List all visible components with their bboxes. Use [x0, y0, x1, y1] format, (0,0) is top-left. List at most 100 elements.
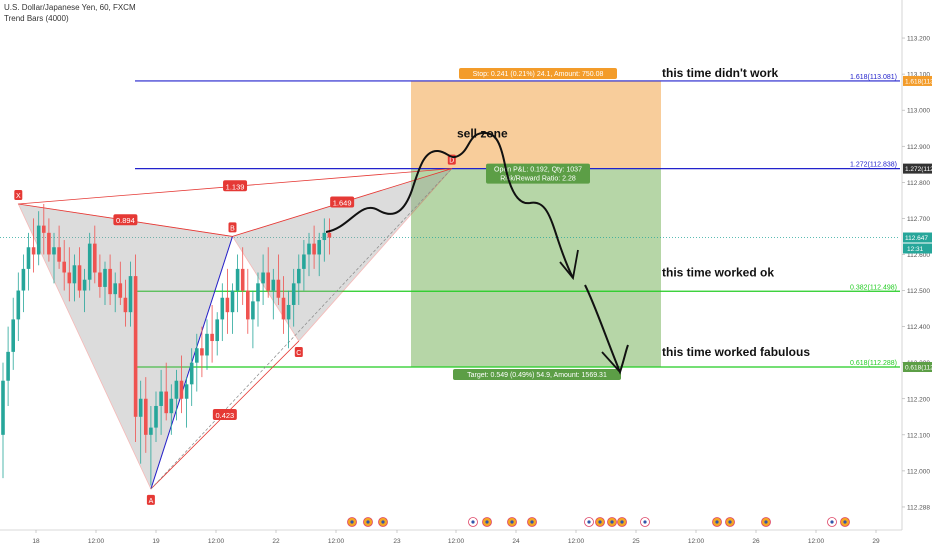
annotation-text: this time worked ok	[662, 266, 774, 280]
candle-body	[230, 290, 235, 313]
candle	[281, 276, 286, 334]
candle	[179, 355, 184, 414]
x-tick-label: 18	[32, 538, 40, 545]
candle-body	[179, 380, 184, 399]
stop-price-tag-bg	[903, 75, 932, 86]
y-tick-label: 112.400	[907, 324, 930, 331]
candle-body	[281, 297, 286, 320]
event-dot	[530, 520, 534, 524]
event-icon[interactable]	[761, 517, 771, 527]
event-icon[interactable]	[827, 517, 837, 527]
candle	[67, 247, 72, 302]
candle	[144, 377, 148, 453]
event-icon[interactable]	[607, 517, 617, 527]
ratio-badge	[113, 214, 138, 226]
event-icon[interactable]	[725, 517, 735, 527]
event-icon[interactable]	[527, 517, 537, 527]
candle	[159, 369, 163, 435]
candle	[87, 232, 92, 291]
candle-body	[133, 276, 138, 417]
ratio-text: 0.423	[215, 411, 234, 420]
event-dot	[610, 520, 614, 524]
candle-body	[118, 283, 123, 298]
candle	[123, 279, 128, 327]
event-dot	[510, 520, 514, 524]
y-tick-label: 113.100	[907, 72, 930, 79]
candle	[169, 384, 174, 435]
x-tick-label: 12:00	[328, 538, 345, 545]
event-icon[interactable]	[584, 517, 594, 527]
candle	[261, 254, 265, 305]
event-icon[interactable]	[617, 517, 627, 527]
candle-body	[72, 265, 77, 284]
stop-price-tag: 1.618(113.081)	[903, 75, 932, 86]
x-tick-label: 23	[393, 538, 401, 545]
candle	[235, 254, 240, 313]
candle	[327, 218, 332, 255]
x-tick-label: 25	[632, 538, 640, 545]
fib-label: 0.382(112.498)	[850, 284, 897, 291]
event-dot	[381, 520, 385, 524]
projection-arrow-1	[559, 249, 579, 281]
candle-body	[87, 243, 92, 280]
pattern-point-badge	[14, 189, 23, 200]
candle-body	[220, 297, 225, 320]
stop-price-tag-text: 1.618(113.081)	[905, 78, 932, 85]
event-icon[interactable]	[468, 517, 478, 527]
candle-body	[108, 268, 112, 295]
candle	[21, 254, 26, 313]
candle-body	[251, 301, 255, 320]
candle	[251, 290, 255, 349]
pnl-label-bg	[486, 163, 590, 184]
candle	[47, 218, 51, 262]
event-icon[interactable]	[595, 517, 605, 527]
candle-body	[67, 272, 72, 284]
event-icon[interactable]	[347, 517, 357, 527]
candle	[200, 326, 204, 378]
ratio-label: 1.649	[330, 196, 355, 208]
y-tick-label: 112.700	[907, 216, 930, 223]
x-tick-label: 12:00	[568, 538, 585, 545]
target-zone	[411, 168, 661, 368]
event-icon[interactable]	[363, 517, 373, 527]
candle	[266, 247, 270, 298]
event-icon[interactable]	[378, 517, 388, 527]
candle	[31, 218, 36, 273]
candle-body	[225, 297, 230, 313]
candle	[312, 225, 316, 269]
candle	[256, 272, 260, 327]
event-icon[interactable]	[482, 517, 492, 527]
pattern-point-a: A	[146, 494, 155, 505]
event-dot	[366, 520, 370, 524]
y-tick-label: 112.200	[907, 396, 930, 403]
event-icon[interactable]	[507, 517, 517, 527]
candle	[271, 268, 276, 320]
pattern-point-badge	[228, 222, 237, 233]
event-icon[interactable]	[840, 517, 850, 527]
projection-path	[325, 131, 574, 279]
candle	[189, 348, 194, 406]
candle-body	[82, 279, 87, 291]
candle-body	[42, 225, 46, 233]
pnl-line2: Risk/Reward Ratio: 2.28	[500, 176, 576, 183]
y-axis: 112.288112.000112.100112.200112.300112.4…	[901, 0, 932, 530]
event-dot	[764, 520, 768, 524]
x-tick-label: 12:00	[448, 538, 465, 545]
candle-body	[138, 398, 143, 417]
event-icon[interactable]	[712, 517, 722, 527]
target-price-tag: 0.618(112.288)	[903, 362, 932, 373]
candle-body	[26, 247, 31, 269]
candle-body	[256, 283, 260, 302]
candle	[16, 272, 21, 342]
candle-body	[276, 279, 281, 298]
event-dot	[485, 520, 489, 524]
candle	[52, 232, 56, 284]
y-tick-label: 112.100	[907, 432, 930, 439]
event-icon[interactable]	[640, 517, 650, 527]
candle-body	[246, 290, 250, 320]
ratio-badge	[212, 408, 237, 420]
pattern-point-label: D	[449, 158, 454, 165]
candle	[128, 261, 133, 327]
ratio-label: 0.894	[113, 214, 138, 226]
